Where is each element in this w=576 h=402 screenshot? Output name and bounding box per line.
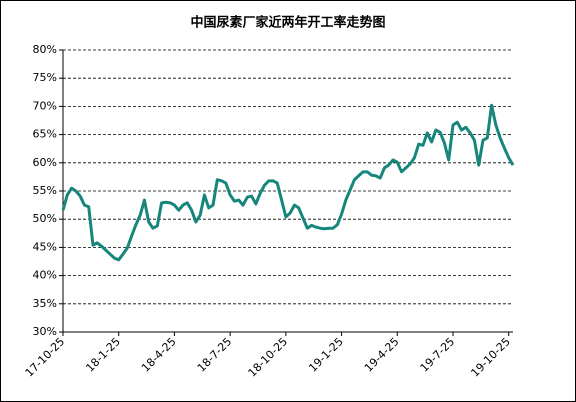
y-tick-label: 45% (33, 240, 57, 253)
chart-title: 中国尿素厂家近两年开工率走势图 (190, 15, 385, 31)
y-tick-label: 35% (33, 297, 57, 310)
y-tick-label: 60% (33, 156, 57, 169)
y-tick-label: 30% (33, 325, 57, 338)
line (61, 103, 515, 262)
y-tick-label: 70% (33, 99, 57, 112)
y-tick-label: 50% (33, 212, 57, 225)
y-tick-label: 75% (33, 71, 57, 84)
y-tick-label: 40% (33, 269, 57, 282)
y-tick-label: 80% (33, 43, 57, 56)
y-tick-label: 65% (33, 128, 57, 141)
y-tick-label: 55% (33, 184, 57, 197)
